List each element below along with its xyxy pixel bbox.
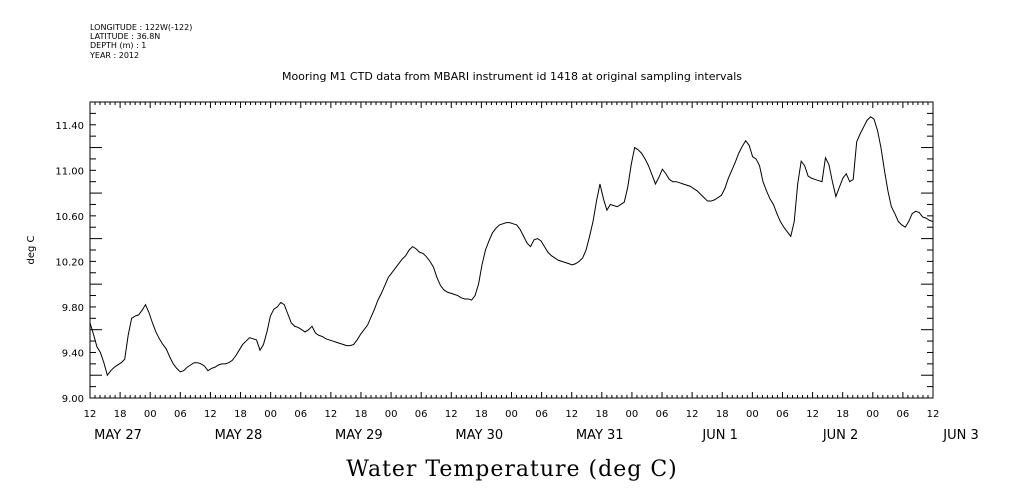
x-axis-date-labels: MAY 27 MAY 28 MAY 29 MAY 30 MAY 31 JUN 1 JUN 2… — [94, 428, 979, 443]
y-axis-label: deg C — [26, 235, 37, 264]
x-hour-label: 18 — [355, 409, 368, 420]
x-hour-label: 18 — [716, 409, 729, 420]
metadata-latitude: LATITUDE : 36.8N — [90, 32, 160, 41]
y-tick-label: 9.00 — [62, 394, 84, 405]
metadata-year: YEAR : 2012 — [89, 51, 139, 60]
x-hour-label: 12 — [84, 409, 97, 420]
y-tick-label: 11.00 — [55, 166, 84, 177]
x-date-label: MAY 30 — [455, 428, 503, 443]
x-hour-label: 06 — [174, 409, 187, 420]
x-hour-label: 12 — [204, 409, 217, 420]
x-hour-label: 12 — [806, 409, 819, 420]
x-axis-ticks: 12 18 00 06 12 18 00 06 12 18 00 06 12 18 00 06 12 18 00 06… — [84, 102, 940, 420]
x-hour-label: 06 — [656, 409, 669, 420]
y-tick-label: 10.60 — [55, 212, 84, 223]
metadata-longitude: LONGITUDE : 122W(-122) — [90, 23, 192, 32]
chart-title: Mooring M1 CTD data from MBARI instrumen… — [282, 70, 742, 83]
x-hour-label: 00 — [626, 409, 639, 420]
x-date-label: MAY 27 — [94, 428, 142, 443]
y-tick-label: 11.40 — [55, 121, 84, 132]
metadata-block: LONGITUDE : 122W(-122) LATITUDE : 36.8N … — [89, 23, 192, 60]
x-date-label: MAY 31 — [576, 428, 624, 443]
x-hour-label: 00 — [264, 409, 277, 420]
x-hour-label: 18 — [836, 409, 849, 420]
x-date-label: MAY 29 — [335, 428, 383, 443]
x-hour-label: 06 — [294, 409, 307, 420]
x-hour-label: 18 — [475, 409, 488, 420]
x-date-label: JUN 3 — [942, 428, 978, 443]
y-tick-label: 9.80 — [62, 303, 84, 314]
x-hour-label: 12 — [686, 409, 699, 420]
x-hour-label: 00 — [505, 409, 518, 420]
y-axis-ticks: 9.00 9.40 9.80 10.20 10.60 11.00 11.40 — [55, 101, 933, 405]
metadata-depth: DEPTH (m) : 1 — [90, 41, 146, 50]
x-hour-label: 00 — [385, 409, 398, 420]
x-hour-label: 00 — [866, 409, 879, 420]
x-hour-label: 12 — [927, 409, 940, 420]
x-hour-label: 06 — [897, 409, 910, 420]
y-tick-label: 10.20 — [55, 257, 84, 268]
plot-frame — [89, 101, 934, 399]
x-hour-label: 06 — [776, 409, 789, 420]
x-hour-label: 12 — [324, 409, 337, 420]
series-line-water-temperature — [89, 116, 934, 377]
x-hour-label: 00 — [746, 409, 759, 420]
x-hour-label: 12 — [445, 409, 458, 420]
x-hour-label: 18 — [114, 409, 127, 420]
x-hour-label: 00 — [144, 409, 157, 420]
x-hour-label: 06 — [535, 409, 548, 420]
y-tick-label: 9.40 — [62, 348, 84, 359]
x-date-label: MAY 28 — [215, 428, 263, 443]
x-hour-label: 18 — [595, 409, 608, 420]
x-axis-label: Water Temperature (deg C) — [346, 457, 678, 482]
x-hour-label: 18 — [234, 409, 247, 420]
x-date-label: JUN 1 — [701, 428, 737, 443]
x-date-label: JUN 2 — [822, 428, 858, 443]
x-hour-label: 06 — [415, 409, 428, 420]
x-hour-label: 12 — [565, 409, 578, 420]
